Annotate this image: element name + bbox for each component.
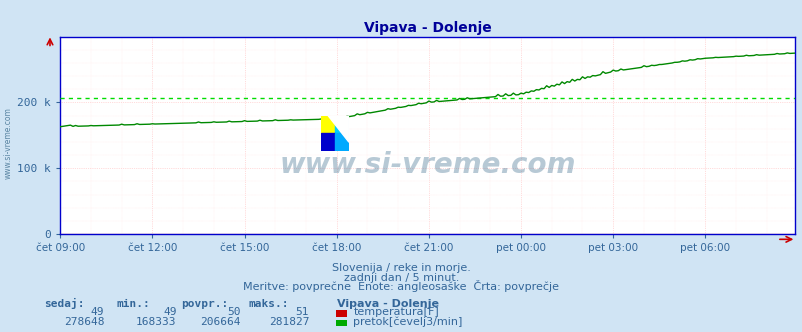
Text: 278648: 278648 [64,317,104,327]
Text: 281827: 281827 [269,317,309,327]
Text: min.:: min.: [116,299,150,309]
Text: zadnji dan / 5 minut.: zadnji dan / 5 minut. [343,273,459,283]
Text: povpr.:: povpr.: [180,299,228,309]
Text: temperatura[F]: temperatura[F] [353,307,439,317]
Text: pretok[čevelj3/min]: pretok[čevelj3/min] [353,316,462,327]
Text: 51: 51 [295,307,309,317]
Text: maks.:: maks.: [249,299,289,309]
Text: 50: 50 [227,307,241,317]
Text: sedaj:: sedaj: [44,298,84,309]
Text: Meritve: povprečne  Enote: angleosaške  Črta: povprečje: Meritve: povprečne Enote: angleosaške Čr… [243,281,559,292]
Text: Vipava - Dolenje: Vipava - Dolenje [337,299,439,309]
Text: www.si-vreme.com: www.si-vreme.com [3,107,13,179]
Text: 49: 49 [163,307,176,317]
Text: 49: 49 [91,307,104,317]
Text: www.si-vreme.com: www.si-vreme.com [279,151,575,179]
Text: 206664: 206664 [200,317,241,327]
Title: Vipava - Dolenje: Vipava - Dolenje [363,21,491,35]
Text: Slovenija / reke in morje.: Slovenija / reke in morje. [332,263,470,273]
Text: 168333: 168333 [136,317,176,327]
